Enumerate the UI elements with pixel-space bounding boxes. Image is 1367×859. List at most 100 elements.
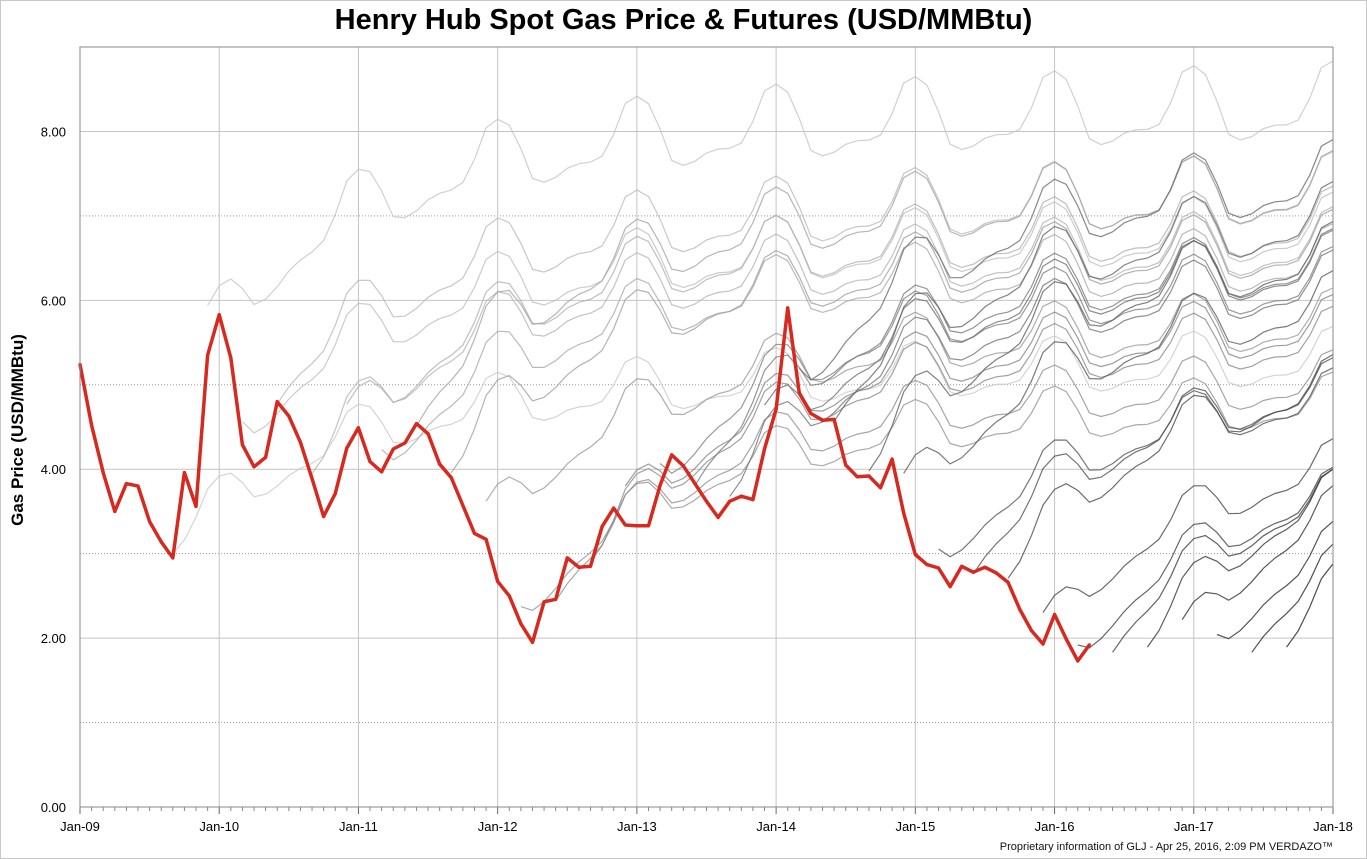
x-tick-label: Jan-12 [478, 819, 518, 834]
spot-price-point [704, 499, 709, 503]
footer-note: Proprietary information of GLJ - Apr 25,… [999, 841, 1333, 853]
futures-curve [764, 229, 1334, 411]
spot-price-point [797, 391, 801, 395]
spot-price-point [322, 514, 326, 519]
spot-price-point [565, 556, 569, 560]
spot-price-point [356, 426, 361, 430]
spot-price-point [90, 423, 94, 427]
spot-price-point [994, 571, 999, 575]
futures-curve [1286, 563, 1334, 648]
futures-curve [1007, 353, 1334, 579]
spot-price-point [194, 504, 198, 508]
y-tick-label: 8.00 [41, 124, 66, 139]
spot-price-point [426, 432, 430, 436]
futures-curve [1146, 468, 1334, 648]
spot-price-point [878, 486, 883, 490]
spot-price-point [414, 422, 419, 426]
y-tick-label: 4.00 [41, 462, 66, 477]
spot-price-point [171, 556, 175, 560]
spot-price-point [774, 407, 778, 411]
spot-price-point [681, 464, 685, 468]
spot-price-point [983, 565, 987, 569]
spot-price-point [786, 306, 790, 310]
spot-price-point [159, 540, 163, 544]
spot-price-point [867, 474, 871, 478]
spot-price-point [530, 640, 535, 644]
spot-price-point [936, 566, 941, 570]
futures-curve [868, 220, 1334, 472]
x-tick-label: Jan-10 [199, 819, 239, 834]
futures-curve [311, 206, 1334, 474]
x-tick-label: Jan-17 [1174, 819, 1214, 834]
spot-price-point [902, 511, 906, 515]
futures-curve [1216, 520, 1334, 640]
spot-price-point [136, 484, 140, 488]
spot-price-point [484, 537, 488, 541]
futures-curve [450, 208, 1334, 474]
spot-price-point [1006, 580, 1010, 584]
futures-curves [172, 60, 1334, 653]
spot-price-point [542, 600, 546, 604]
futures-curve [346, 185, 1334, 405]
x-tick-label: Jan-18 [1313, 819, 1353, 834]
futures-curve [624, 293, 1334, 487]
spot-price-point [217, 313, 221, 317]
spot-price-point [646, 524, 651, 528]
spot-price-point [449, 476, 453, 480]
spot-price-point [600, 525, 604, 529]
spot-price-point [1087, 643, 1091, 647]
spot-price-point [762, 447, 767, 451]
spot-price-point [948, 585, 952, 589]
spot-price-point [519, 622, 523, 626]
spot-price-point [716, 515, 720, 519]
futures-curve [938, 367, 1334, 558]
spot-price-point [855, 475, 859, 479]
spot-price-point [635, 524, 639, 528]
spot-price-point [925, 563, 929, 567]
spot-price-point [298, 440, 303, 444]
spot-price-point [310, 476, 314, 481]
spot-price-point [658, 483, 662, 487]
futures-curve [903, 270, 1334, 474]
spot-price-point [229, 356, 233, 360]
spot-price-point [588, 564, 593, 568]
plot-area [80, 47, 1333, 807]
spot-price-point [728, 499, 732, 503]
spot-price-point [890, 457, 894, 461]
x-tick-label: Jan-14 [756, 819, 796, 834]
spot-price-point [380, 470, 384, 474]
spot-price-point [751, 498, 755, 502]
spot-price-point [693, 481, 697, 486]
spot-price-point [507, 594, 511, 598]
spot-price-point [612, 506, 616, 510]
spot-price-point [275, 400, 279, 404]
y-tick-label: 0.00 [41, 800, 66, 815]
spot-price-point [739, 494, 743, 498]
spot-price-point [472, 531, 477, 536]
futures-curve [659, 245, 1334, 474]
spot-price-point [1064, 637, 1068, 641]
spot-price-point [101, 471, 105, 475]
spot-price-point [1018, 607, 1022, 612]
spot-price-point [333, 492, 337, 496]
spot-price-point [461, 503, 465, 508]
spot-price-point [844, 463, 848, 467]
spot-price-point [287, 414, 291, 418]
spot-price-point [182, 471, 187, 475]
chart-title: Henry Hub Spot Gas Price & Futures (USD/… [334, 4, 1033, 36]
spot-price-point [148, 519, 152, 524]
spot-price-point [240, 443, 245, 447]
spot-price-point [368, 460, 372, 464]
futures-curve [798, 139, 1334, 381]
futures-curve [172, 325, 1334, 554]
spot-price-point [1076, 659, 1080, 663]
spot-price-point [623, 523, 627, 527]
spot-price-line [78, 306, 1091, 663]
spot-price-point [1041, 642, 1045, 646]
futures-curve [555, 349, 1334, 602]
x-tick-label: Jan-15 [895, 819, 935, 834]
spot-price-point [1052, 612, 1057, 617]
spot-price-point [670, 453, 674, 457]
futures-curve [1042, 438, 1334, 613]
spot-price-point [577, 565, 581, 569]
